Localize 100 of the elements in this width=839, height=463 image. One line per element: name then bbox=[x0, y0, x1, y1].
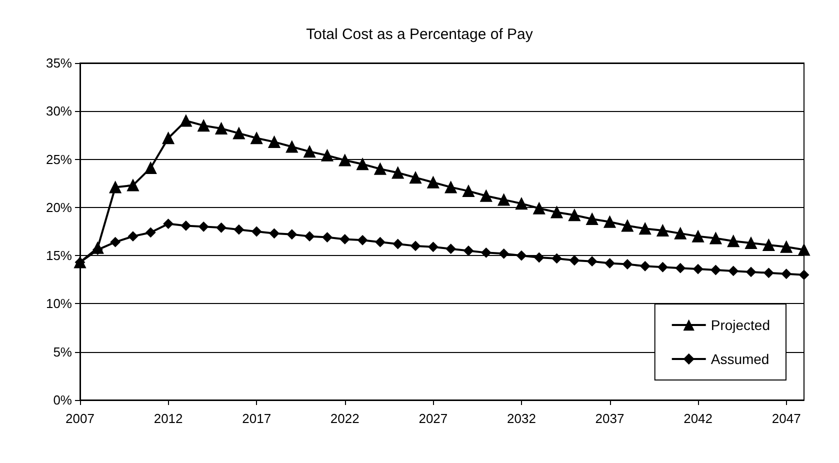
point bbox=[410, 172, 422, 184]
point bbox=[180, 220, 191, 231]
point bbox=[799, 270, 809, 280]
x-tick-label: 2037 bbox=[595, 411, 624, 426]
point bbox=[234, 224, 244, 235]
point bbox=[463, 246, 474, 256]
x-tick-label: 2012 bbox=[154, 411, 183, 426]
point bbox=[215, 122, 228, 134]
point bbox=[498, 194, 510, 206]
point bbox=[745, 237, 758, 250]
point bbox=[550, 206, 563, 218]
point bbox=[427, 176, 440, 188]
point bbox=[480, 190, 492, 202]
point bbox=[356, 158, 369, 170]
point bbox=[144, 162, 157, 174]
point bbox=[286, 229, 297, 240]
point bbox=[781, 268, 792, 279]
point bbox=[710, 265, 721, 276]
point bbox=[604, 258, 615, 268]
point bbox=[392, 166, 404, 179]
point bbox=[322, 232, 332, 242]
y-tick-label: 20% bbox=[46, 200, 72, 215]
point bbox=[746, 266, 756, 277]
point bbox=[163, 218, 174, 229]
point bbox=[269, 228, 280, 238]
point bbox=[358, 235, 368, 246]
y-tick-label: 10% bbox=[46, 296, 72, 312]
x-tick-label: 2017 bbox=[242, 411, 272, 426]
point bbox=[146, 227, 156, 238]
point bbox=[533, 202, 546, 214]
point bbox=[110, 237, 120, 248]
legend-label: Projected bbox=[710, 317, 770, 333]
point bbox=[552, 253, 562, 264]
point bbox=[392, 239, 403, 250]
point bbox=[658, 262, 668, 272]
point bbox=[692, 230, 704, 242]
x-tick-label: 2007 bbox=[66, 411, 94, 426]
point bbox=[515, 198, 528, 210]
point bbox=[198, 120, 210, 132]
point bbox=[780, 240, 792, 253]
point bbox=[250, 132, 263, 144]
point bbox=[798, 244, 810, 256]
point bbox=[586, 212, 598, 225]
y-tick-label: 5% bbox=[53, 344, 72, 360]
point bbox=[762, 238, 775, 251]
point bbox=[232, 127, 245, 140]
point bbox=[321, 149, 334, 162]
point bbox=[126, 179, 139, 192]
point bbox=[710, 232, 722, 244]
point bbox=[375, 237, 386, 248]
point bbox=[568, 209, 580, 222]
y-tick-label: 15% bbox=[46, 248, 72, 264]
chart-title: Total Cost as a Percentage of Pay bbox=[306, 26, 534, 43]
point bbox=[621, 220, 634, 232]
point bbox=[128, 231, 138, 242]
x-tick-label: 2047 bbox=[772, 411, 801, 426]
y-tick-label: 0% bbox=[53, 392, 72, 408]
point bbox=[764, 268, 774, 278]
legend-label: Assumed bbox=[710, 351, 770, 367]
point bbox=[481, 248, 492, 258]
point bbox=[410, 240, 421, 251]
point bbox=[444, 181, 457, 194]
x-tick-label: 2022 bbox=[330, 411, 360, 426]
point bbox=[675, 263, 686, 274]
point bbox=[604, 216, 616, 228]
point bbox=[180, 114, 192, 127]
x-tick-label: 2032 bbox=[507, 411, 536, 426]
point bbox=[727, 235, 740, 248]
point bbox=[304, 231, 315, 242]
point bbox=[109, 181, 122, 194]
point bbox=[693, 264, 704, 274]
point bbox=[268, 136, 280, 148]
point bbox=[286, 140, 298, 153]
point bbox=[728, 266, 738, 276]
point bbox=[639, 222, 652, 235]
point bbox=[534, 252, 544, 262]
point bbox=[498, 248, 509, 259]
point bbox=[674, 227, 686, 240]
point bbox=[198, 222, 209, 232]
x-tick-label: 2042 bbox=[684, 411, 713, 426]
point bbox=[428, 242, 438, 252]
point bbox=[446, 244, 456, 254]
point bbox=[252, 226, 262, 236]
point bbox=[304, 146, 316, 158]
point bbox=[216, 222, 226, 233]
y-tick-label: 30% bbox=[46, 104, 72, 119]
point bbox=[622, 259, 632, 270]
point bbox=[569, 255, 580, 266]
point bbox=[374, 162, 386, 175]
point bbox=[656, 224, 669, 237]
point bbox=[340, 234, 350, 244]
point bbox=[640, 261, 650, 272]
x-tick-label: 2027 bbox=[418, 411, 448, 426]
point bbox=[587, 256, 598, 266]
point bbox=[338, 154, 351, 166]
y-tick-label: 25% bbox=[46, 152, 72, 167]
point bbox=[462, 185, 474, 198]
y-tick-label: 35% bbox=[46, 56, 72, 70]
point bbox=[516, 250, 526, 261]
point bbox=[162, 132, 174, 144]
